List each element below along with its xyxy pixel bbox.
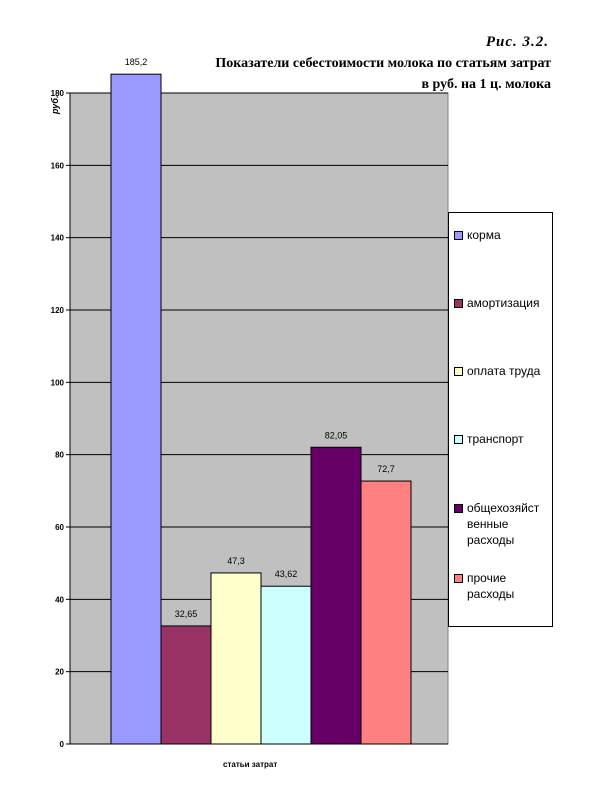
y-axis-label: руб. xyxy=(50,95,60,114)
bar-3 xyxy=(210,572,262,745)
legend-label: амортизация xyxy=(467,296,540,310)
bar-5 xyxy=(310,446,362,745)
chart-title-line2: в руб. на 1 ц. молока xyxy=(421,77,552,92)
y-tick-label: 100 xyxy=(51,378,65,387)
y-tick-label: 20 xyxy=(55,668,64,677)
data-label: 43,62 xyxy=(275,569,298,579)
legend-swatch xyxy=(454,435,463,444)
legend-label: оплата труда xyxy=(467,364,541,378)
data-label: 32,65 xyxy=(175,609,198,619)
legend-label: прочие расходы xyxy=(467,571,515,601)
data-label: 47,3 xyxy=(227,556,245,566)
legend-label: транспорт xyxy=(467,432,524,446)
chart-legend: корма амортизация оплата труда транспорт… xyxy=(448,212,553,627)
y-tick-label: 160 xyxy=(51,161,65,170)
bar-2 xyxy=(160,625,212,745)
y-tick-label: 180 xyxy=(51,89,65,98)
y-tick-label: 80 xyxy=(55,451,64,460)
y-tick-label: 40 xyxy=(55,595,64,604)
legend-swatch xyxy=(454,367,463,376)
legend-label: общехозяйст венные расходы xyxy=(467,501,540,547)
data-label: 185,2 xyxy=(125,57,148,67)
y-tick-label: 140 xyxy=(51,234,65,243)
chart-title-line1: Показатели себестоимости молока по стать… xyxy=(215,56,551,71)
legend-swatch xyxy=(454,504,463,513)
legend-label: корма xyxy=(467,228,501,242)
y-tick-label: 0 xyxy=(60,740,65,749)
y-tick-label: 60 xyxy=(55,523,64,532)
y-tick-label: 120 xyxy=(51,306,65,315)
x-axis-label: статьи затрат xyxy=(223,760,278,769)
legend-swatch xyxy=(454,231,463,240)
legend-swatch xyxy=(454,299,463,308)
bar-6 xyxy=(360,480,412,745)
bar-4 xyxy=(260,585,312,745)
legend-swatch xyxy=(454,574,463,583)
data-label: 82,05 xyxy=(325,430,348,440)
data-label: 72,7 xyxy=(377,464,395,474)
bar-1 xyxy=(110,73,162,745)
figure-caption: Рис. 3.2. xyxy=(485,34,549,50)
